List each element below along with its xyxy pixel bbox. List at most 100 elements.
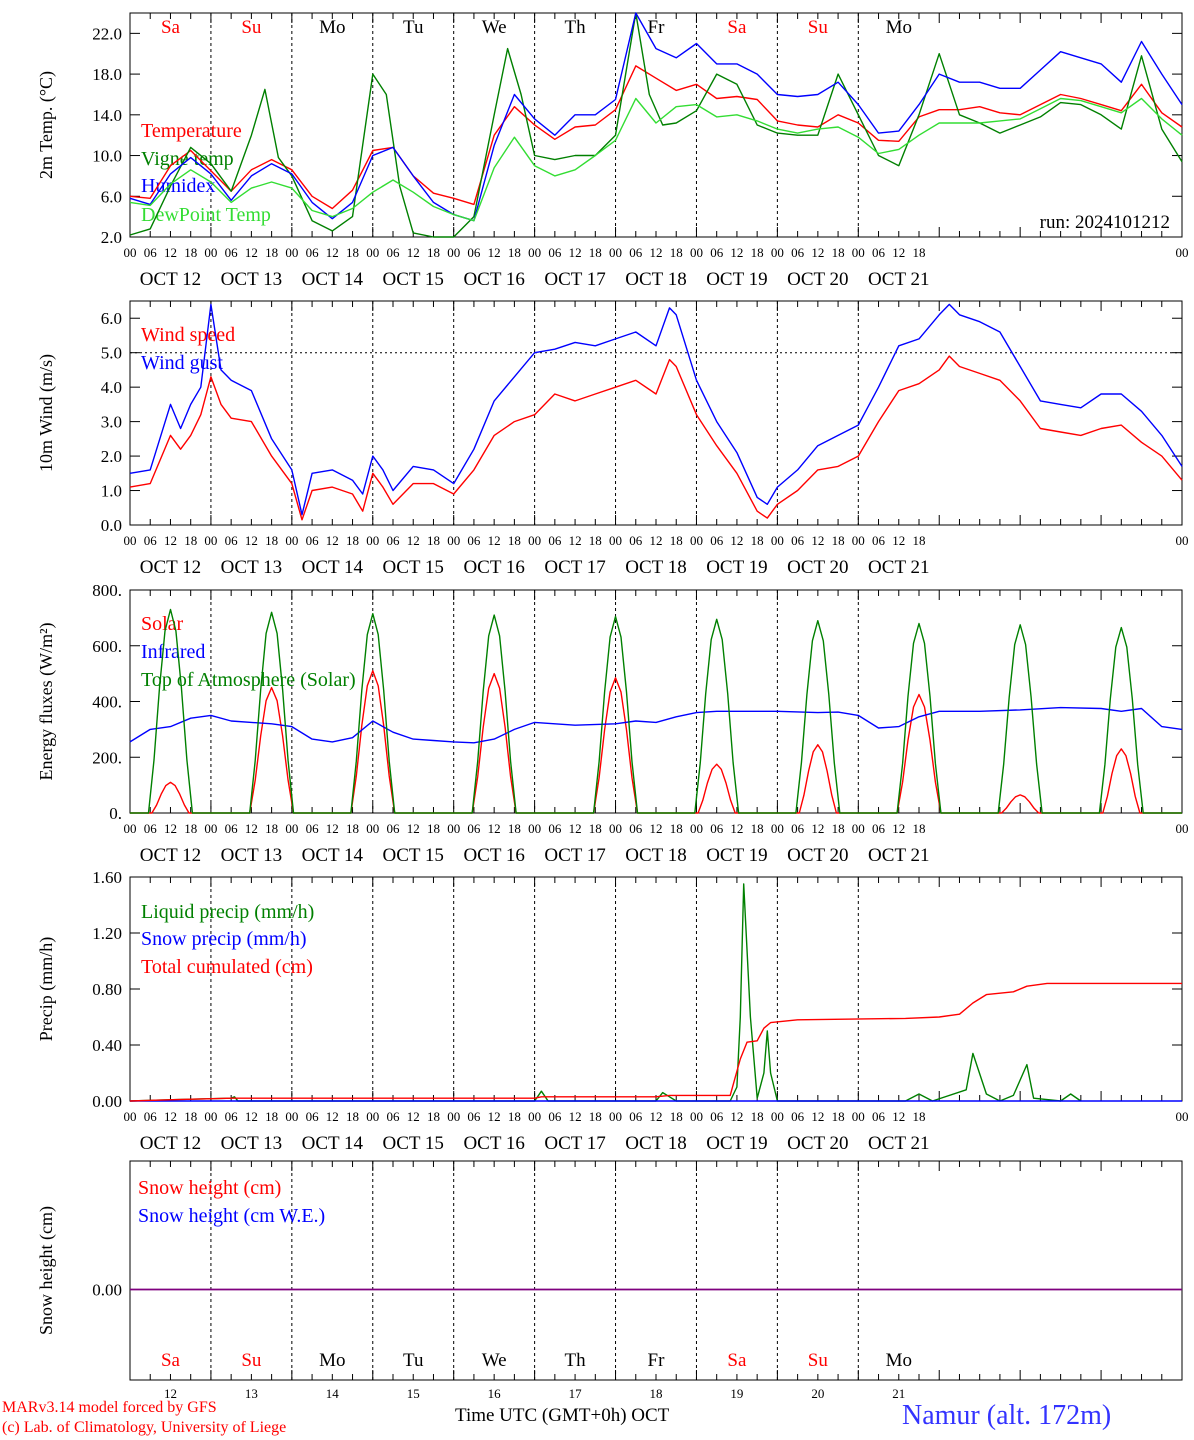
weekday-label: Su xyxy=(241,17,262,38)
date-label: OCT 16 xyxy=(463,845,524,866)
panel-snow: Snow height (cm) 0.00 Snow height (cm) Snow… xyxy=(36,1160,1183,1381)
hour-tick-label: 00 xyxy=(609,821,622,836)
hour-tick-label: 06 xyxy=(710,245,724,260)
weekday-label: Fr xyxy=(648,17,666,38)
hour-tick-label: 18 xyxy=(427,1109,440,1124)
weekday-label: Su xyxy=(808,1350,829,1371)
hour-tick-label: 12 xyxy=(164,533,177,548)
y-tick-label: 4.0 xyxy=(101,378,122,397)
hour-tick-label: 06 xyxy=(225,533,239,548)
weekday-label: Sa xyxy=(161,1350,181,1371)
hour-tick-label: 06 xyxy=(387,245,401,260)
hour-tick-label: 18 xyxy=(670,245,683,260)
weekday-label: Fr xyxy=(648,1350,666,1371)
weekday-label: We xyxy=(482,1350,507,1371)
hour-tick-label: 00 xyxy=(366,1109,379,1124)
date-label: OCT 19 xyxy=(706,1133,767,1154)
panel-frame xyxy=(129,12,1183,238)
y-tick-label: 6.0 xyxy=(101,187,122,206)
hour-tick-label: 00 xyxy=(852,821,865,836)
hour-tick-label: 00 xyxy=(1176,821,1189,836)
y-tick-label: 2.0 xyxy=(101,228,122,247)
y-tick-label: 14.0 xyxy=(92,106,122,125)
hour-tick-label: 00 xyxy=(366,245,379,260)
hour-tick-label: 12 xyxy=(569,1109,582,1124)
hour-tick-label: 12 xyxy=(488,821,501,836)
series-line xyxy=(129,303,1183,516)
hour-tick-label: 06 xyxy=(467,245,481,260)
weekday-label: Tu xyxy=(403,1350,424,1371)
hour-tick-label: 00 xyxy=(204,821,217,836)
hour-tick-label: 18 xyxy=(508,1109,521,1124)
hour-tick-label: 06 xyxy=(548,245,562,260)
panel-temp: 2m Temp. (°C)22.018.014.010.06.02.000 06 1… xyxy=(36,12,1189,290)
hour-tick-label: 00 xyxy=(690,1109,703,1124)
date-label: OCT 18 xyxy=(625,845,686,866)
series-line xyxy=(129,706,1183,744)
date-label: OCT 17 xyxy=(544,1133,605,1154)
hour-tick-label: 00 xyxy=(447,1109,460,1124)
hour-tick-label: 06 xyxy=(225,245,239,260)
y-tick-label: 0.00 xyxy=(92,1281,122,1300)
date-label: OCT 20 xyxy=(787,269,848,290)
weekday-label: Th xyxy=(565,1350,587,1371)
date-label: OCT 13 xyxy=(221,269,282,290)
hour-tick-label: 00 xyxy=(285,533,298,548)
hour-tick-label: 18 xyxy=(265,245,278,260)
date-label: OCT 20 xyxy=(787,1133,848,1154)
legend-entry: Vigne temp xyxy=(141,148,234,170)
legend-entry: Total cumulated (cm) xyxy=(141,956,313,978)
y-tick-label: 22.0 xyxy=(92,24,122,43)
hour-tick-label: 06 xyxy=(791,533,805,548)
hour-tick-label: 12 xyxy=(892,1109,905,1124)
date-label: OCT 12 xyxy=(140,557,201,578)
hour-tick-label: 00 xyxy=(204,533,217,548)
hour-tick-label: 12 xyxy=(811,1109,824,1124)
series-line xyxy=(129,97,1183,222)
hour-tick-label: 12 xyxy=(569,245,582,260)
day-number-label: 13 xyxy=(245,1386,258,1401)
hour-tick-label: 06 xyxy=(306,1109,320,1124)
series-line xyxy=(130,670,1182,814)
hour-tick-label: 12 xyxy=(407,245,420,260)
hour-tick-label: 18 xyxy=(913,821,926,836)
hour-tick-label: 18 xyxy=(265,821,278,836)
y-tick-label: 6.0 xyxy=(101,309,122,328)
hour-tick-label: 18 xyxy=(751,533,764,548)
hour-tick-label: 06 xyxy=(548,1109,562,1124)
hour-tick-label: 12 xyxy=(326,821,339,836)
hour-tick-label: 18 xyxy=(751,821,764,836)
hour-tick-label: 18 xyxy=(184,245,197,260)
legend-entry: Temperature xyxy=(141,120,242,142)
weekday-label: Th xyxy=(565,17,587,38)
hour-tick-label: 18 xyxy=(427,821,440,836)
hour-tick-label: 06 xyxy=(629,821,643,836)
hour-tick-label: 06 xyxy=(144,821,158,836)
hour-tick-label: 18 xyxy=(508,821,521,836)
legend-entry: Liquid precip (mm/h) xyxy=(141,901,314,923)
panel-frame xyxy=(129,1160,1183,1381)
date-label: OCT 21 xyxy=(868,845,929,866)
hour-tick-label: 12 xyxy=(245,1109,258,1124)
hour-tick-label: 18 xyxy=(589,1109,602,1124)
hour-tick-label: 00 xyxy=(366,821,379,836)
series-line xyxy=(130,608,1182,814)
hour-tick-label: 12 xyxy=(811,821,824,836)
hour-tick-label: 12 xyxy=(811,533,824,548)
hour-tick-label: 00 xyxy=(285,821,298,836)
hour-tick-label: 06 xyxy=(872,1109,886,1124)
hour-tick-label: 06 xyxy=(467,1109,481,1124)
y-axis-label: Precip (mm/h) xyxy=(36,937,57,1041)
date-label: OCT 21 xyxy=(868,1133,929,1154)
hour-tick-label: 18 xyxy=(670,1109,683,1124)
y-tick-label: 18.0 xyxy=(92,65,122,84)
day-number-label: 15 xyxy=(407,1386,420,1401)
series-line xyxy=(129,12,1183,238)
hour-tick-label: 00 xyxy=(447,245,460,260)
date-label: OCT 14 xyxy=(302,557,364,578)
hour-tick-label: 18 xyxy=(427,245,440,260)
date-label: OCT 15 xyxy=(383,1133,444,1154)
hour-tick-label: 18 xyxy=(589,245,602,260)
date-label: OCT 17 xyxy=(544,557,605,578)
hour-tick-label: 06 xyxy=(387,821,401,836)
